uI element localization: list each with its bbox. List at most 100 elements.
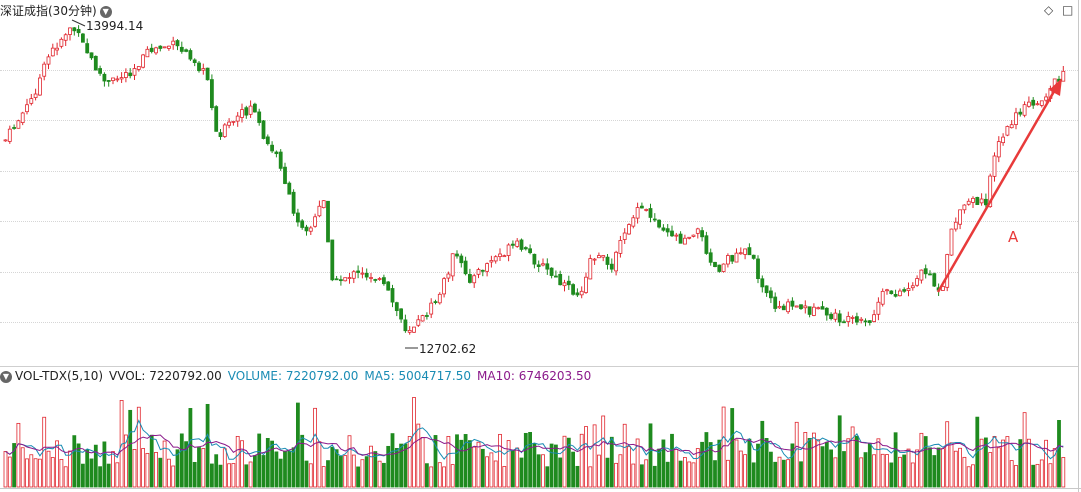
candle-body (197, 62, 201, 72)
candle-body (498, 253, 502, 257)
volume-bar (880, 453, 885, 488)
candle-body (446, 273, 451, 279)
volume-bar (1005, 436, 1010, 488)
candle-body (158, 45, 163, 49)
candle-body (996, 141, 1001, 158)
volume-bar (214, 454, 219, 488)
volume-bar (631, 463, 636, 488)
volume-bar (536, 454, 541, 488)
candle-body (640, 205, 644, 209)
price-panel[interactable] (0, 0, 1081, 366)
candle-body (171, 40, 176, 46)
volume-bar (81, 463, 85, 488)
candle-body (958, 209, 962, 225)
volume-bar (270, 440, 275, 488)
candle-body (403, 319, 408, 332)
candle-body (704, 235, 709, 254)
candle-body (111, 77, 115, 81)
candle-body (549, 267, 554, 276)
volume-bar (893, 432, 898, 488)
volume-bar (506, 440, 511, 488)
candle-body (734, 252, 739, 263)
volume-bar (463, 434, 468, 488)
candle-body (222, 124, 227, 137)
volume-bar (175, 449, 180, 488)
volume-bar (248, 461, 253, 488)
candle-body (820, 306, 825, 310)
volume-bar (184, 441, 189, 488)
volume-bar (953, 450, 958, 488)
volume-bar (979, 438, 984, 488)
candle-body (437, 293, 442, 304)
candle-body (192, 59, 197, 64)
candle-body (764, 285, 769, 294)
vvol-value: VVOL: 7220792.00 (109, 369, 222, 383)
square-icon[interactable]: □ (1062, 3, 1074, 17)
volume-bar (227, 463, 232, 488)
candle-body (480, 269, 485, 272)
candle-body (609, 263, 614, 270)
volume-bar (889, 462, 894, 488)
volume-bar (704, 432, 709, 488)
volume-bar (708, 442, 713, 488)
volume-bar (98, 466, 102, 488)
volume-bar (1044, 439, 1048, 488)
volume-bar (257, 433, 262, 488)
candle-body (872, 314, 876, 322)
candle-body (442, 278, 447, 295)
diamond-icon[interactable]: ◇ (1044, 3, 1054, 17)
volume-bar (773, 461, 778, 488)
candle-body (717, 264, 722, 272)
volume-bar (1027, 438, 1031, 488)
volume-bar (562, 435, 567, 488)
volume-bar (321, 466, 326, 488)
candle-body (713, 261, 717, 267)
volume-bar (592, 424, 597, 488)
volume-bar (467, 440, 472, 488)
candle-body (16, 120, 21, 129)
volume-bar (936, 447, 941, 488)
volume-bar (89, 458, 94, 488)
candle-body (394, 302, 399, 312)
low-price-label: 12702.62 (419, 342, 477, 356)
volume-bar (124, 434, 128, 488)
volume-bar (734, 439, 739, 488)
volume-bar (872, 454, 876, 488)
candle-body (743, 248, 747, 255)
ma10-value: MA10: 6746203.50 (477, 369, 592, 383)
candle-body (429, 302, 434, 315)
candle-body (274, 151, 279, 155)
candle-body (678, 233, 683, 244)
chart-title[interactable]: 深证成指(30分钟) ▼ (0, 2, 112, 19)
candle-body (545, 263, 550, 270)
candle-body (863, 320, 868, 323)
candle-body (769, 290, 773, 299)
volume-bar (351, 454, 356, 488)
candle-body (166, 45, 171, 49)
candle-body (459, 255, 464, 264)
volume-bar (291, 447, 296, 488)
volume-bar (1035, 463, 1040, 488)
chevron-down-icon[interactable]: ▼ (99, 6, 112, 18)
candle-body (571, 284, 575, 295)
candle-body (532, 253, 537, 265)
volume-bar (480, 448, 485, 488)
candle-body (751, 254, 756, 259)
candle-body (351, 271, 356, 279)
volume-bar (171, 465, 176, 488)
candle-body (708, 252, 713, 263)
chevron-down-icon[interactable]: ▼ (0, 371, 12, 383)
candle-body (635, 207, 640, 219)
candle-body (424, 315, 429, 317)
volume-bar (158, 457, 163, 488)
volume-panel[interactable] (0, 366, 1081, 492)
volume-bar (846, 438, 851, 488)
candle-body (566, 280, 571, 286)
indicator-name[interactable]: VOL-TDX(5,10) (15, 369, 104, 383)
candle-body (622, 232, 627, 240)
volume-bar (627, 446, 631, 488)
candle-body (235, 115, 240, 122)
candle-body (373, 279, 378, 281)
volume-bar (1022, 412, 1027, 488)
volume-bar (192, 461, 197, 488)
